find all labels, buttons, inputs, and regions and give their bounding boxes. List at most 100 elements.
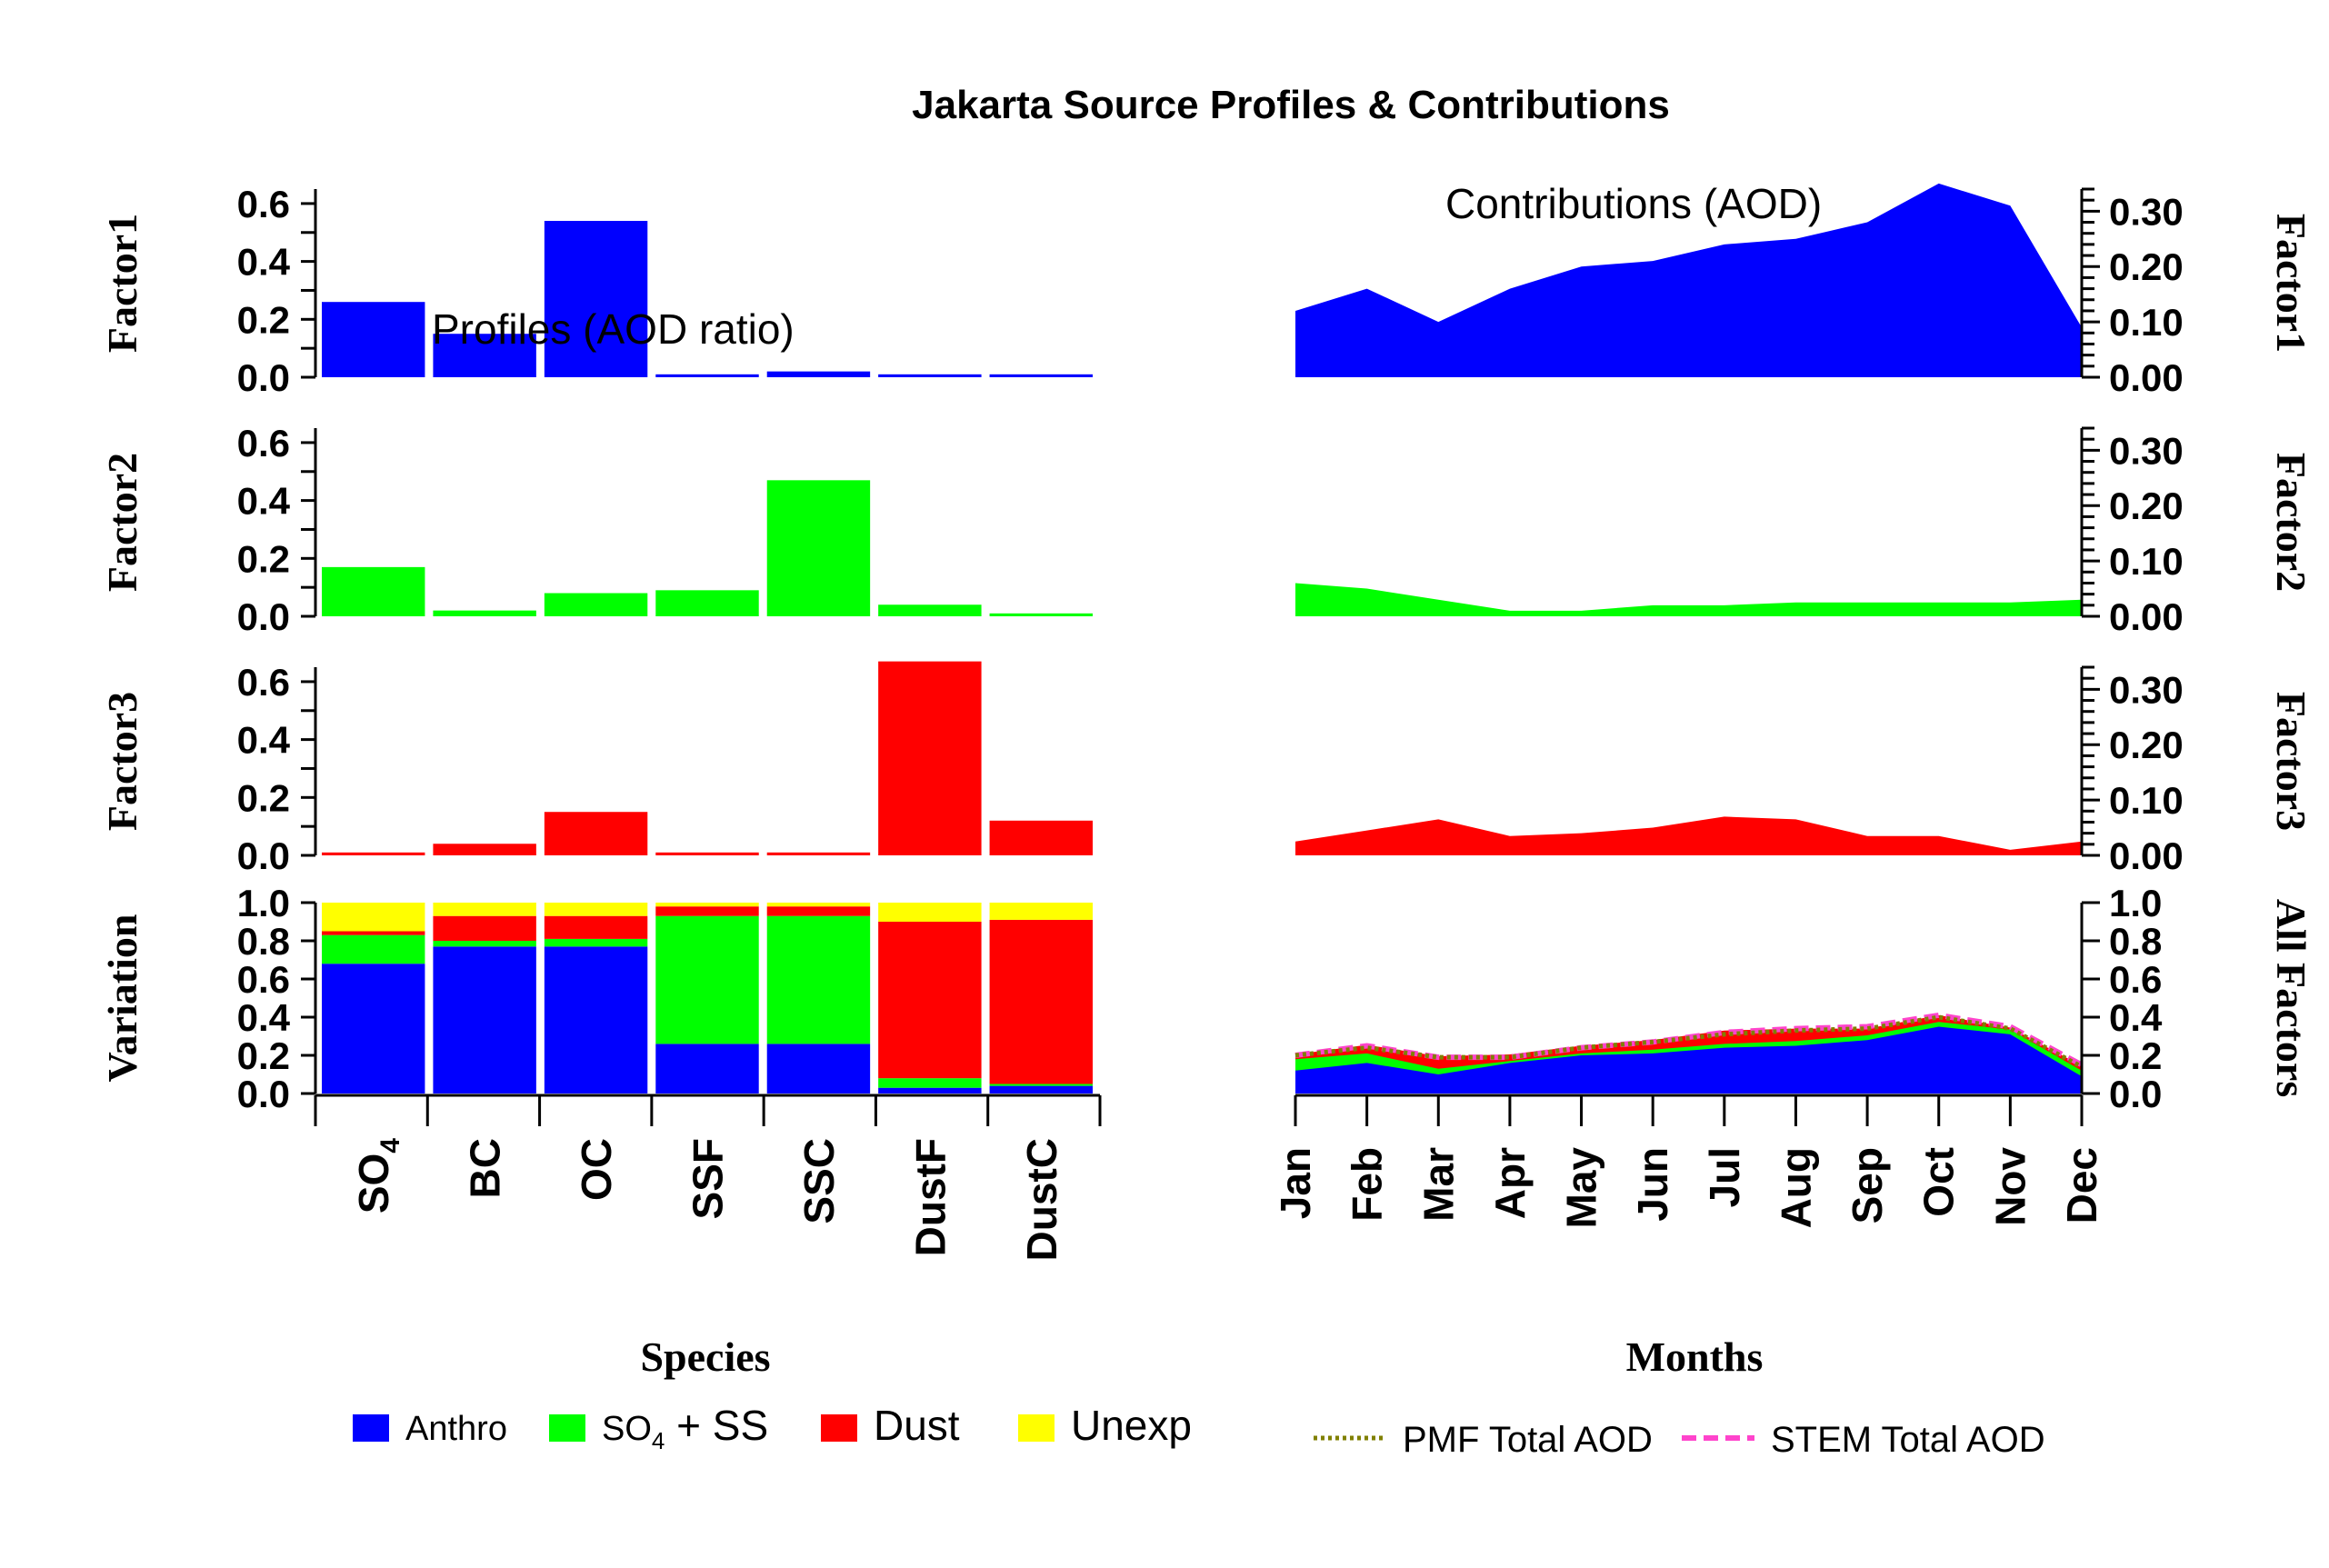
y-tick-label: 0.0	[237, 834, 290, 877]
variation-bar-segment	[544, 938, 648, 947]
factor-label-right: Factor3	[2268, 692, 2314, 831]
month-tick-label: Jul	[1701, 1147, 1748, 1207]
y-tick-label: 0.2	[237, 298, 290, 341]
variation-bar-segment	[655, 915, 759, 1044]
variation-bar-segment	[878, 1078, 982, 1088]
all-factors-label: All Factors	[2268, 899, 2314, 1097]
profile-bar	[989, 374, 1093, 377]
profile-bar	[766, 371, 871, 377]
y-tick-label: 0.20	[2109, 724, 2184, 766]
profile-bar	[655, 590, 759, 616]
factor-label-right: Factor2	[2268, 453, 2314, 592]
months-axis-title: Months	[1626, 1333, 1764, 1380]
y-tick-label: 1.0	[2109, 882, 2162, 924]
month-tick-label: Mar	[1414, 1147, 1462, 1222]
species-tick-label: OC	[573, 1138, 620, 1201]
factor-label-left: Factor1	[99, 214, 145, 353]
variation-bar-segment	[989, 1084, 1093, 1086]
month-tick-label: Dec	[2058, 1147, 2105, 1223]
profile-bar	[433, 334, 536, 377]
profile-bar	[544, 221, 648, 377]
month-tick-label: Feb	[1344, 1147, 1391, 1222]
profile-bar	[433, 610, 536, 616]
month-tick-label: Apr	[1486, 1147, 1534, 1219]
profile-panel-factor3: 0.0 0.2 0.4 0.6 Factor3	[99, 661, 1093, 877]
contribution-area	[1295, 183, 2082, 377]
profile-bar	[655, 852, 759, 855]
y-tick-label: 0.0	[2109, 1073, 2162, 1115]
profile-bar	[544, 593, 648, 616]
month-tick-label: Jun	[1629, 1147, 1676, 1222]
y-tick-label: 0.30	[2109, 429, 2184, 472]
profile-bar	[766, 480, 871, 616]
variation-bar-segment	[544, 915, 648, 939]
profile-bar	[989, 613, 1093, 616]
y-tick-label: 0.0	[237, 595, 290, 638]
variation-bar-segment	[322, 934, 425, 964]
species-tick-label: BC	[462, 1138, 509, 1198]
variation-bar-segment	[766, 906, 871, 916]
y-tick-label: 0.4	[2109, 996, 2163, 1039]
variation-bar-segment	[433, 946, 536, 1094]
contribution-area	[1295, 816, 2082, 855]
profile-bar	[878, 661, 982, 855]
profile-panel-factor1: 0.0 0.2 0.4 0.6 Factor1	[99, 183, 1093, 399]
legend-swatch	[353, 1414, 389, 1442]
legend-swatch	[549, 1414, 585, 1442]
legend-swatch	[1018, 1414, 1055, 1442]
legend-label: SO4 + SS	[602, 1402, 768, 1454]
variation-label: Variation	[99, 914, 145, 1083]
y-tick-label: 0.6	[237, 661, 290, 704]
variation-bar-segment	[766, 915, 871, 1044]
contributions-annotation: Contributions (AOD)	[1445, 180, 1822, 227]
y-tick-label: 0.6	[237, 422, 290, 464]
legend-line-label: STEM Total AOD	[1771, 1420, 2045, 1460]
y-tick-label: 0.0	[237, 1073, 290, 1115]
legend-line-label: PMF Total AOD	[1403, 1420, 1653, 1460]
profiles-annotation: Profiles (AOD ratio)	[432, 305, 795, 353]
y-tick-label: 0.10	[2109, 540, 2184, 583]
y-tick-label: 0.4	[237, 480, 291, 523]
species-axis-title: Species	[640, 1333, 770, 1380]
pmf-total-line	[1294, 1014, 2084, 1069]
variation-bar-segment	[322, 931, 425, 935]
month-tick-label: May	[1558, 1147, 1605, 1229]
legend-profiles: Anthro SO4 + SS Dust Unexp	[353, 1402, 1192, 1454]
legend-swatch	[821, 1414, 857, 1442]
y-tick-label: 0.2	[2109, 1034, 2162, 1077]
y-tick-label: 0.6	[237, 958, 290, 1001]
species-tick-label: SSF	[685, 1138, 732, 1219]
variation-bar-segment	[989, 903, 1093, 920]
variation-bar-segment	[433, 915, 536, 941]
variation-bar-segment	[655, 906, 759, 916]
y-tick-label: 0.4	[237, 241, 291, 284]
contribution-panel-factor3: 0.00 0.10 0.20 0.30 Factor3	[1295, 665, 2314, 877]
profile-bar	[878, 604, 982, 616]
month-tick-label: Jan	[1272, 1147, 1319, 1219]
variation-bar-segment	[878, 1087, 982, 1094]
month-tick-label: Nov	[1986, 1147, 2034, 1226]
y-tick-label: 0.30	[2109, 668, 2184, 711]
y-tick-label: 0.00	[2109, 595, 2184, 638]
species-tick-label: SSC	[795, 1138, 843, 1224]
y-tick-label: 0.20	[2109, 245, 2184, 288]
y-tick-label: 0.4	[237, 719, 291, 762]
species-tick-label: DustF	[906, 1138, 954, 1256]
factor-label-left: Factor3	[99, 692, 145, 831]
contribution-area	[1295, 583, 2082, 616]
y-tick-label: 0.8	[2109, 920, 2162, 963]
chart-title: Jakarta Source Profiles & Contributions	[912, 83, 1670, 127]
y-tick-label: 0.10	[2109, 301, 2184, 344]
variation-bar-segment	[878, 903, 982, 922]
all-factors-panel: 0.00.20.40.60.81.0 All Factors Jan Feb Mar Ap…	[1272, 882, 2314, 1228]
y-tick-label: 0.10	[2109, 779, 2184, 822]
y-tick-label: 0.20	[2109, 484, 2184, 527]
variation-bar-segment	[544, 903, 648, 916]
legend-lines: PMF Total AOD STEM Total AOD	[1314, 1420, 2045, 1460]
profile-bar	[322, 852, 425, 855]
legend-label: Anthro	[405, 1410, 507, 1448]
y-tick-label: 0.2	[237, 1034, 290, 1077]
profile-bar	[766, 852, 871, 855]
